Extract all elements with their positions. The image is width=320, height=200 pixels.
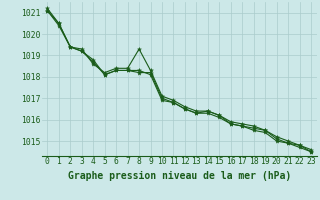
X-axis label: Graphe pression niveau de la mer (hPa): Graphe pression niveau de la mer (hPa)	[68, 171, 291, 181]
